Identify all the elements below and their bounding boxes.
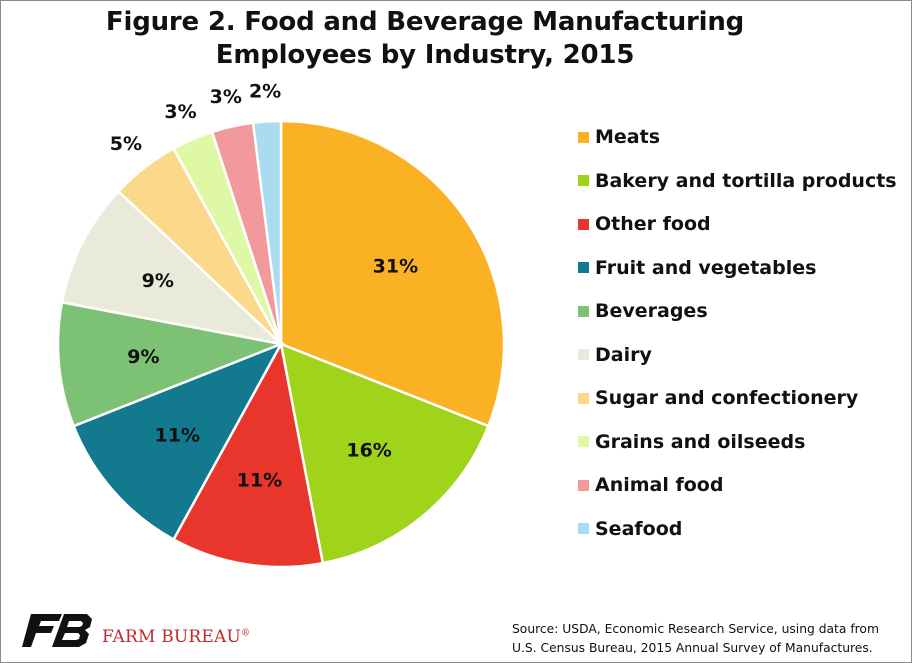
legend-item-grains-and-oilseeds: Grains and oilseeds [578, 427, 805, 457]
legend-swatch [578, 436, 589, 447]
pie-slice-other-food [171, 340, 325, 569]
legend-label: Grains and oilseeds [595, 430, 806, 453]
pie-slice-seafood [251, 119, 283, 345]
pie-slice-bakery-and-tortilla-products [279, 342, 490, 565]
legend-swatch [578, 523, 589, 534]
legend-swatch [578, 175, 589, 186]
data-labels: 31% 16% 11% 11% 9% 9% 5% 3% 3% 2% [110, 81, 418, 492]
legend-label: Fruit and vegetables [595, 256, 817, 279]
legend-label: Beverages [595, 300, 708, 322]
farm-bureau-logo: FARM BUREAU® [22, 614, 250, 654]
pie-slice-meats [279, 119, 506, 428]
data-label-fruit-and-vegetables: 11% [155, 424, 200, 446]
data-label-sugar-and-confectionery: 5% [110, 133, 142, 155]
data-label-bakery-and-tortilla-products: 16% [346, 440, 391, 462]
legend-swatch [578, 131, 589, 143]
pie-slice-fruit-and-vegetables [72, 341, 284, 542]
legend-label: Meats [595, 126, 661, 148]
legend-item-seafood: Seafood [578, 514, 682, 544]
legend-swatch [578, 262, 589, 273]
source-line-2: U.S. Census Bureau, 2015 Annual Survey o… [512, 641, 873, 655]
legend-label: Other food [595, 213, 711, 235]
legend-label: Bakery and tortilla products [595, 169, 897, 192]
pie-slices [56, 119, 506, 569]
farm-bureau-name: FARM BUREAU [102, 627, 242, 647]
legend-item-sugar-and-confectionery: Sugar and confectionery [578, 383, 858, 413]
legend-swatch [578, 392, 589, 404]
data-label-other-food: 11% [237, 470, 282, 492]
source-line-1: Source: USDA, Economic Research Service,… [512, 622, 879, 636]
legend-swatch [578, 218, 589, 230]
chart-title: Figure 2. Food and Beverage Manufacturin… [0, 6, 850, 72]
data-label-grains-and-oilseeds: 3% [164, 101, 196, 123]
data-label-beverages: 9% [127, 346, 159, 368]
legend-label: Animal food [595, 474, 724, 496]
data-label-meats: 31% [373, 255, 418, 277]
legend-label: Seafood [595, 517, 683, 540]
legend-label: Sugar and confectionery [595, 387, 859, 409]
source-note: Source: USDA, Economic Research Service,… [512, 620, 897, 658]
legend-swatch [578, 479, 589, 491]
legend-item-dairy: Dairy [578, 340, 652, 370]
data-label-seafood: 2% [249, 81, 281, 103]
pie-slice-beverages [56, 300, 286, 428]
farm-bureau-fb-icon [22, 614, 92, 647]
registered-mark: ® [241, 628, 251, 639]
legend-item-fruit-and-vegetables: Fruit and vegetables [578, 253, 816, 283]
legend-swatch [578, 305, 589, 317]
data-label-animal-food: 3% [210, 86, 242, 108]
chart-title-line-1: Figure 2. Food and Beverage Manufacturin… [105, 7, 745, 37]
pie-slice-dairy [60, 189, 285, 347]
legend-item-meats: Meats [578, 122, 660, 152]
data-label-dairy: 9% [142, 270, 174, 292]
chart-title-line-2: Employees by Industry, 2015 [215, 40, 635, 70]
legend-swatch [578, 349, 589, 360]
farm-bureau-wordmark: FARM BUREAU® [102, 627, 250, 647]
legend-item-other-food: Other food [578, 209, 711, 239]
legend-item-beverages: Beverages [578, 296, 708, 326]
legend-item-bakery-and-tortilla-products: Bakery and tortilla products [578, 166, 897, 196]
legend-label: Dairy [595, 343, 652, 366]
legend-item-animal-food: Animal food [578, 470, 723, 500]
